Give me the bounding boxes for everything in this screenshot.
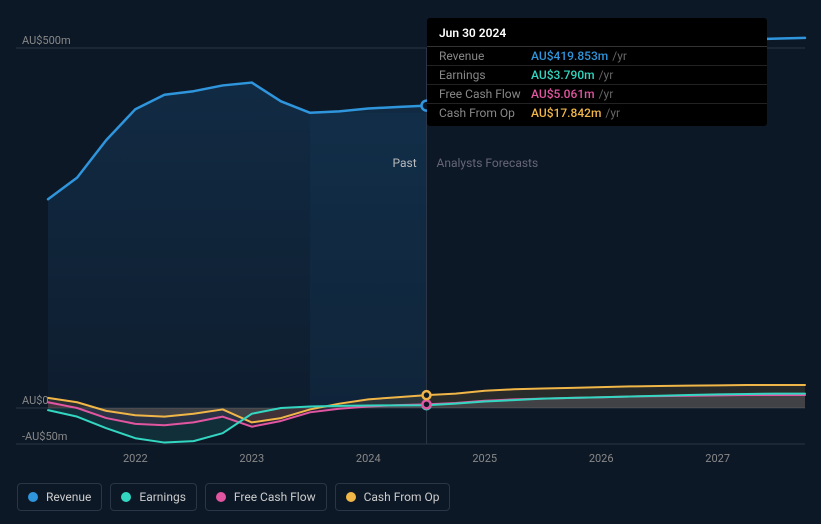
- legend-swatch-icon: [121, 492, 131, 502]
- tooltip-metric-label: Free Cash Flow: [439, 87, 531, 101]
- legend-item-fcf[interactable]: Free Cash Flow: [205, 483, 327, 511]
- legend-label: Revenue: [46, 490, 91, 504]
- legend-item-revenue[interactable]: Revenue: [17, 483, 102, 511]
- legend-swatch-icon: [216, 492, 226, 502]
- tooltip-row: Cash From OpAU$17.842m/yr: [427, 104, 767, 122]
- y-axis-tick-label: AU$0: [22, 394, 49, 407]
- legend-swatch-icon: [346, 492, 356, 502]
- tooltip-metric-value: AU$3.790m: [531, 68, 595, 82]
- legend-item-cfo[interactable]: Cash From Op: [335, 483, 451, 511]
- earnings-revenue-chart: -AU$50m AU$0 AU$500m 2022 2023 2024 2025 2026 2…: [0, 0, 821, 524]
- x-axis-tick-label: 2022: [123, 452, 148, 465]
- legend-item-earnings[interactable]: Earnings: [110, 483, 197, 511]
- legend-label: Cash From Op: [364, 490, 440, 504]
- x-axis-tick-label: 2027: [705, 452, 730, 465]
- legend-label: Earnings: [139, 490, 186, 504]
- tooltip-unit: /yr: [612, 49, 627, 63]
- y-axis-tick-label: -AU$50m: [22, 430, 67, 443]
- tooltip-metric-value: AU$5.061m: [531, 87, 595, 101]
- tooltip-row: RevenueAU$419.853m/yr: [427, 47, 767, 66]
- tooltip-metric-label: Revenue: [439, 49, 531, 63]
- tooltip-unit: /yr: [599, 87, 614, 101]
- tooltip-metric-value: AU$419.853m: [531, 49, 608, 63]
- forecast-region-label: Analysts Forecasts: [437, 156, 539, 170]
- x-axis-tick-label: 2025: [472, 452, 497, 465]
- tooltip-row: EarningsAU$3.790m/yr: [427, 66, 767, 85]
- x-axis-tick-label: 2023: [239, 452, 264, 465]
- tooltip-date: Jun 30 2024: [427, 26, 767, 47]
- legend-label: Free Cash Flow: [234, 490, 316, 504]
- legend-swatch-icon: [28, 492, 38, 502]
- chart-tooltip: Jun 30 2024 RevenueAU$419.853m/yrEarning…: [427, 18, 767, 126]
- tooltip-metric-label: Cash From Op: [439, 106, 531, 120]
- tooltip-metric-value: AU$17.842m: [531, 106, 601, 120]
- tooltip-row: Free Cash FlowAU$5.061m/yr: [427, 85, 767, 104]
- tooltip-unit: /yr: [599, 68, 614, 82]
- y-axis-tick-label: AU$500m: [22, 34, 71, 47]
- tooltip-metric-label: Earnings: [439, 68, 531, 82]
- tooltip-unit: /yr: [605, 106, 620, 120]
- past-region-label: Past: [393, 156, 417, 170]
- chart-legend: Revenue Earnings Free Cash Flow Cash From O…: [17, 483, 450, 511]
- x-axis-tick-label: 2024: [356, 452, 381, 465]
- x-axis-tick-label: 2026: [589, 452, 614, 465]
